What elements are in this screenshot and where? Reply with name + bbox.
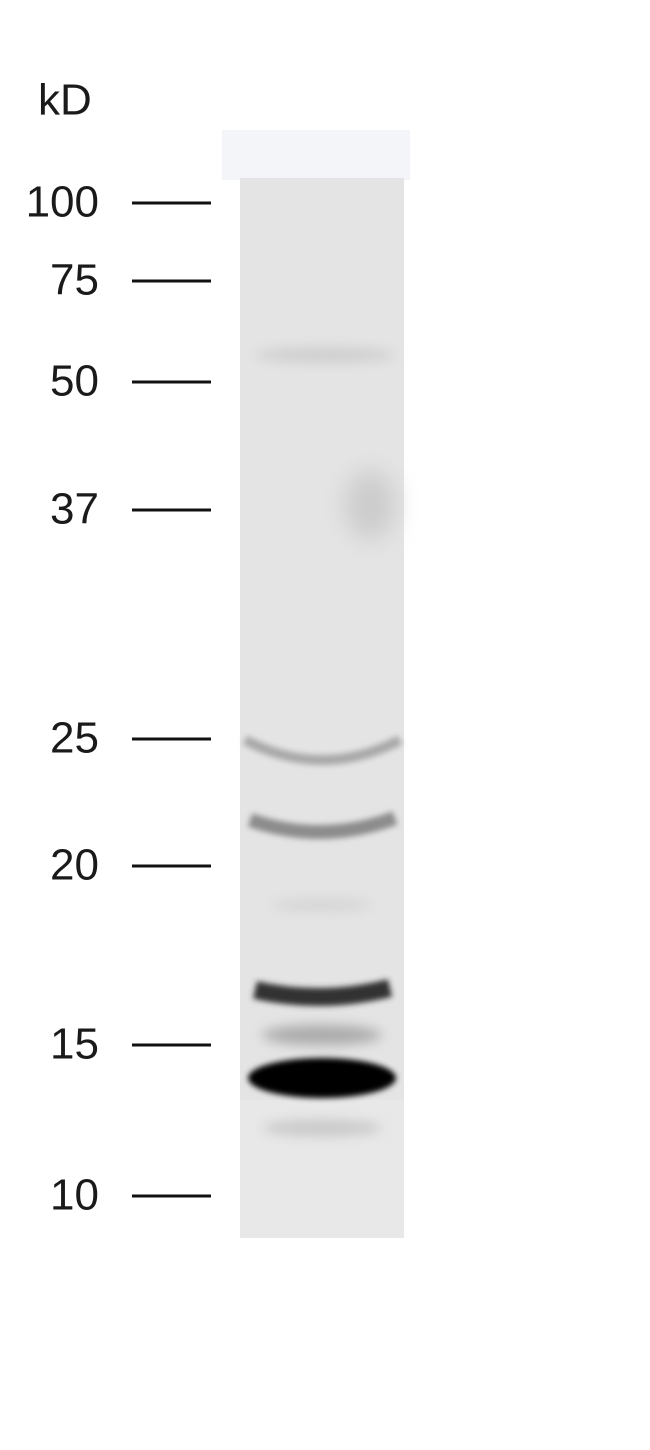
band [262,1025,382,1045]
band [247,811,398,839]
unit-label: kD [38,76,92,125]
marker-label: 37 [50,485,99,534]
marker-label: 25 [50,714,99,763]
band [272,899,372,911]
smear [345,470,395,540]
marker-label: 75 [50,256,99,305]
band [255,347,395,363]
marker-label: 50 [50,357,99,406]
marker-label: 100 [26,178,99,227]
lane [222,130,410,1238]
marker-label: 10 [50,1171,99,1220]
band [262,1120,382,1136]
band [253,979,393,1006]
band [242,735,403,765]
marker-ladder: 100 75 50 37 25 20 15 10 [26,178,211,1220]
band [248,1058,396,1098]
marker-label: 20 [50,841,99,890]
marker-label: 15 [50,1020,99,1069]
well [222,130,410,180]
